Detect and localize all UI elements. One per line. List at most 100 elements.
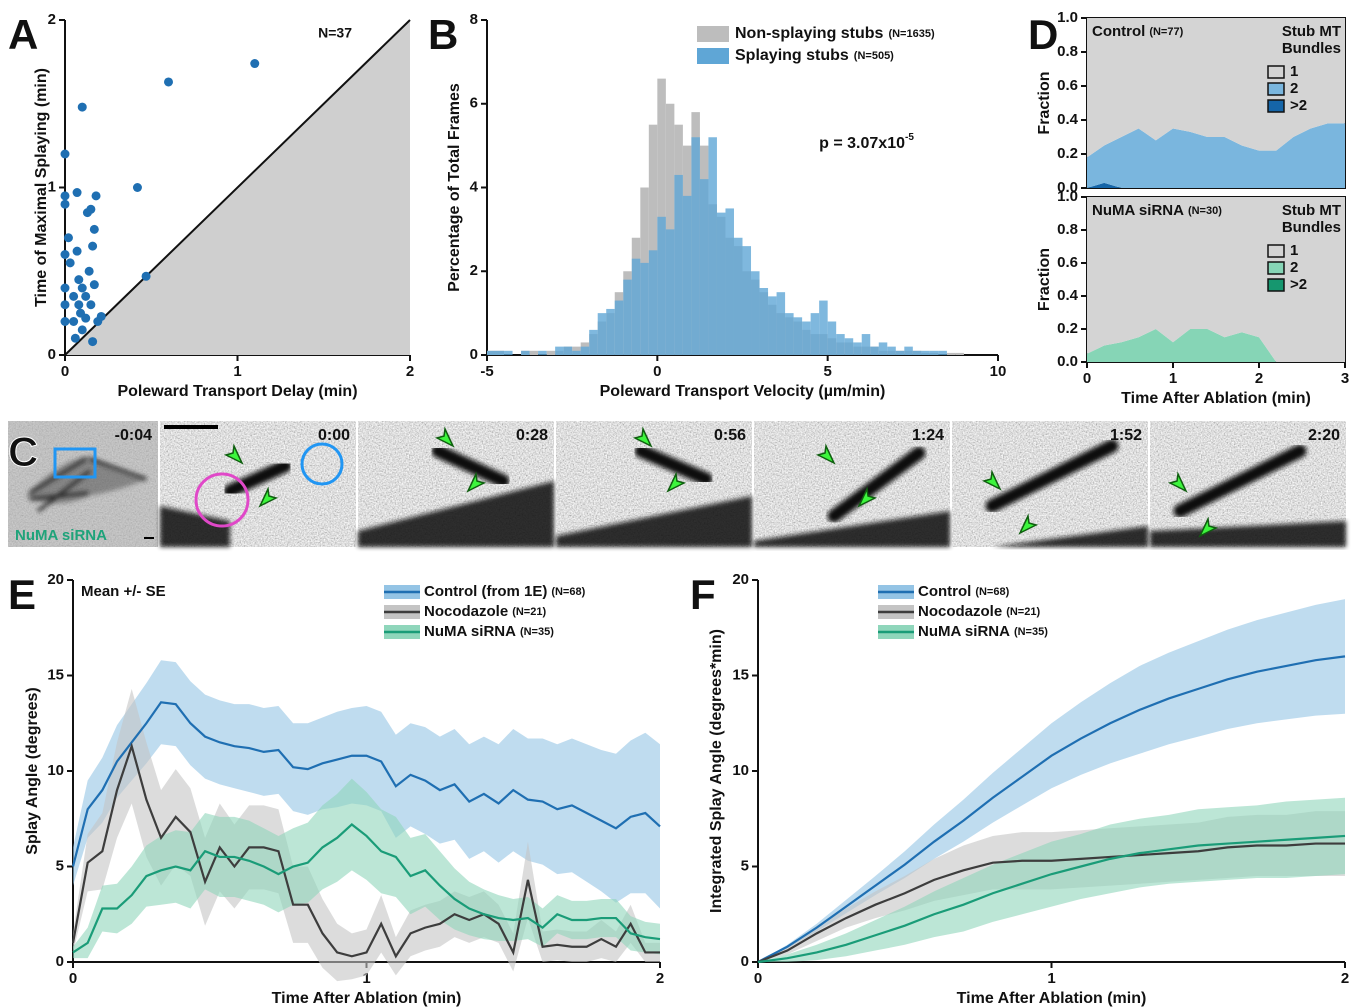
y-tick-label: 1.0 xyxy=(1057,9,1078,26)
legend-n: (N=35) xyxy=(520,626,554,638)
point xyxy=(64,233,73,242)
legend-name: NuMA siRNA xyxy=(918,623,1010,640)
bar xyxy=(845,338,854,355)
legend-n: (N=68) xyxy=(975,586,1009,598)
bar xyxy=(547,351,556,355)
x-tick-label: 10 xyxy=(990,363,1007,380)
legend-name: Nocodazole xyxy=(918,603,1002,620)
bar xyxy=(640,263,649,355)
y-tick-label: 8 xyxy=(470,11,478,28)
bar xyxy=(930,351,939,355)
bar xyxy=(794,317,803,355)
panel-letter: C xyxy=(8,428,38,475)
bar xyxy=(581,347,590,355)
panel-letter: F xyxy=(690,571,716,618)
legend-n: (N=35) xyxy=(1014,626,1048,638)
legend-label: NuMA siRNA (N=35) xyxy=(918,623,1048,640)
y-tick-label: 20 xyxy=(47,571,64,588)
x-axis-label: Poleward Transport Velocity (µm/min) xyxy=(600,383,886,400)
bar xyxy=(598,313,607,355)
bar xyxy=(606,309,615,355)
bar xyxy=(700,179,709,355)
bar xyxy=(649,250,658,355)
legend-n: (N=21) xyxy=(512,606,546,618)
point xyxy=(61,191,70,200)
y-axis-label: Integrated Splay Angle (degrees*min) xyxy=(708,629,725,913)
point xyxy=(61,317,70,326)
legend-name: Nocodazole xyxy=(424,603,508,620)
timestamp: 0:00 xyxy=(318,427,350,444)
title-n: (N=30) xyxy=(1188,205,1222,217)
y-tick-label: 0.6 xyxy=(1057,77,1078,94)
bar xyxy=(887,347,896,355)
point xyxy=(97,312,106,321)
y-tick-label: 0.8 xyxy=(1057,221,1078,238)
bar xyxy=(819,301,828,355)
point xyxy=(61,300,70,309)
point xyxy=(66,258,75,267)
point xyxy=(164,77,173,86)
y-axis-label: Splay Angle (degrees) xyxy=(24,687,41,854)
y-tick-label: 0.4 xyxy=(1057,287,1079,304)
point xyxy=(86,300,95,309)
bar xyxy=(802,322,811,356)
annotation: p = 3.07x10-5 xyxy=(819,132,914,153)
bar xyxy=(666,229,675,355)
legend-label: Nocodazole (N=21) xyxy=(424,603,546,620)
legend-name: NuMA siRNA xyxy=(424,623,516,640)
y-tick-label: 2 xyxy=(48,11,56,28)
legend-swatch xyxy=(697,48,729,64)
bar xyxy=(530,351,539,355)
legend-label: Splaying stubs(N=505) xyxy=(735,47,894,64)
panel-title: NuMA siRNA(N=30) xyxy=(1092,202,1222,219)
y-tick-label: 10 xyxy=(47,762,64,779)
y-tick-label: 0.0 xyxy=(1057,353,1078,370)
y-tick-label: 0 xyxy=(48,346,56,363)
timestamp: 1:52 xyxy=(1110,427,1142,444)
bar xyxy=(836,334,845,355)
y-tick-label: 6 xyxy=(470,95,478,112)
x-tick-label: 5 xyxy=(823,363,831,380)
y-axis-label: Fraction xyxy=(1036,71,1053,134)
figure: -0:040:000:280:561:241:522:20CNuMA siRNA… xyxy=(0,0,1365,1008)
x-tick-label: 1 xyxy=(1169,370,1177,387)
bar xyxy=(674,175,683,355)
point xyxy=(92,191,101,200)
bar xyxy=(734,238,743,355)
legend-swatch xyxy=(697,26,729,42)
bar xyxy=(743,246,752,355)
y-tick-label: 0.4 xyxy=(1057,111,1079,128)
bar xyxy=(657,217,666,355)
legend-n: (N=505) xyxy=(854,50,894,62)
bar xyxy=(623,280,632,355)
point xyxy=(73,188,82,197)
legend-n: (N=68) xyxy=(551,586,585,598)
point xyxy=(69,292,78,301)
x-tick-label: 2 xyxy=(406,363,414,380)
bar xyxy=(777,292,786,355)
title-n: (N=77) xyxy=(1149,26,1183,38)
legend-label: 2 xyxy=(1290,259,1298,276)
bar xyxy=(811,313,820,355)
panel-letter: D xyxy=(1028,11,1058,58)
legend-swatch xyxy=(1268,66,1284,78)
legend-swatch xyxy=(1268,100,1284,112)
legend-label: NuMA siRNA (N=35) xyxy=(424,623,554,640)
point xyxy=(69,317,78,326)
image-frame: 0:00 xyxy=(160,421,356,547)
legend-title: Bundles xyxy=(1282,219,1341,236)
legend-label: 1 xyxy=(1290,63,1298,80)
y-tick-label: 0.8 xyxy=(1057,43,1078,60)
y-axis-label: Percentage of Total Frames xyxy=(446,83,463,292)
y-axis-label: Fraction xyxy=(1036,248,1053,311)
legend-label: Nocodazole(N=21) xyxy=(918,603,1040,620)
annotation: Mean +/- SE xyxy=(81,583,166,600)
bar xyxy=(947,353,956,355)
y-axis-label: Time of Maximal Splaying (min) xyxy=(33,68,50,307)
point xyxy=(78,284,87,293)
point xyxy=(74,275,83,284)
y-tick-label: 0 xyxy=(741,953,749,970)
y-tick-label: 5 xyxy=(741,857,749,874)
legend-label: Control(N=68) xyxy=(918,583,1010,600)
point xyxy=(88,337,97,346)
